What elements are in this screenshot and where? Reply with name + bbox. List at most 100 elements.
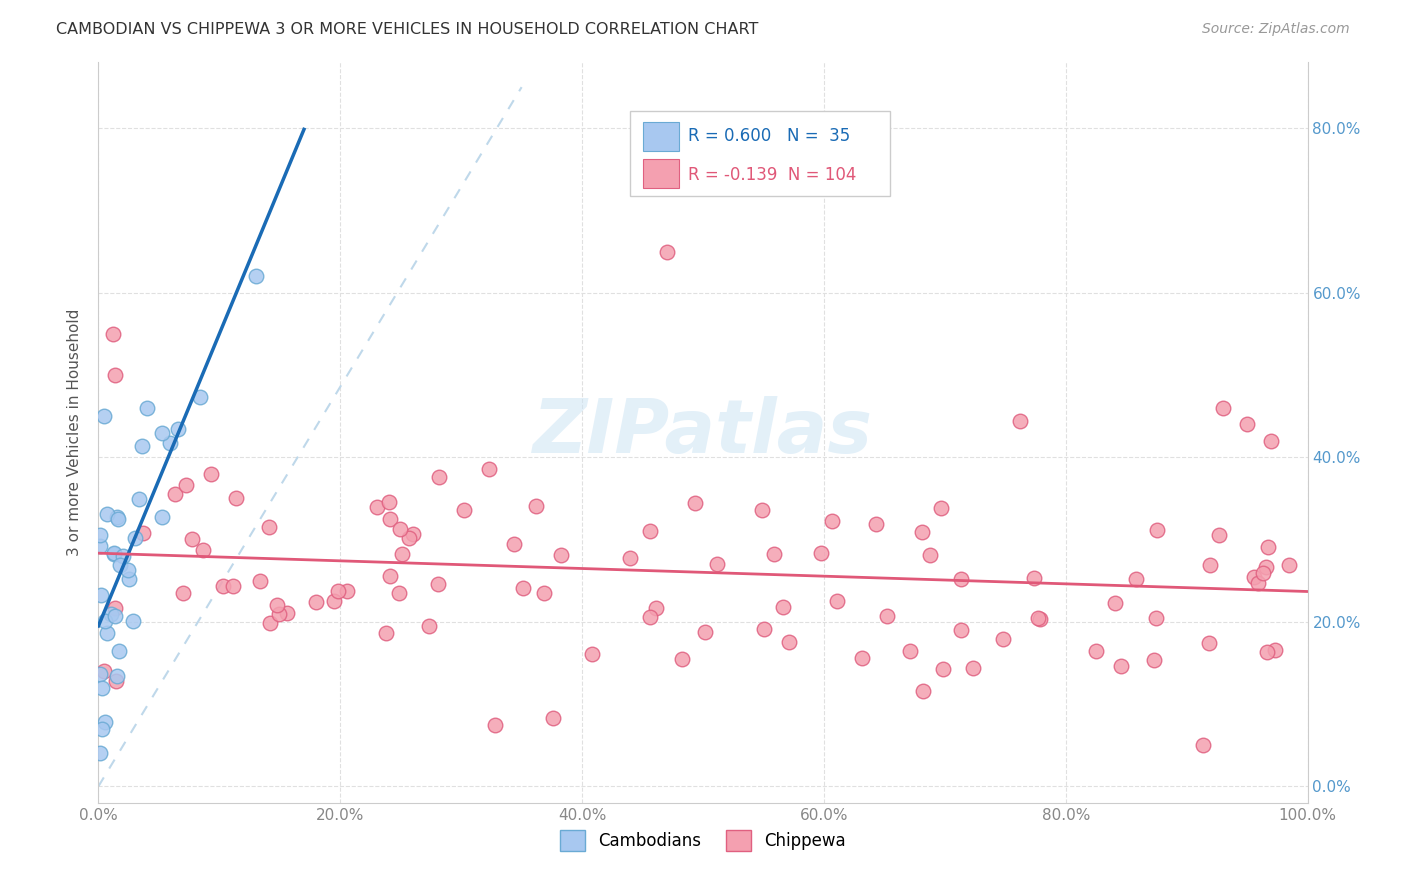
Point (512, 581, 534, 595)
Point (825, 594, 848, 608)
Point (96, 507, 118, 521)
Point (1198, 558, 1220, 573)
Point (929, 500, 952, 515)
FancyBboxPatch shape (643, 159, 679, 188)
Point (89, 747, 111, 761)
Point (950, 623, 973, 637)
Point (257, 520, 280, 534)
Point (159, 435, 181, 450)
Point (1251, 566, 1274, 581)
Point (1264, 643, 1286, 657)
Point (366, 500, 388, 514)
Point (150, 426, 173, 441)
Point (478, 462, 501, 476)
Point (502, 537, 524, 551)
Point (104, 673, 127, 688)
Point (876, 609, 898, 624)
Point (398, 531, 420, 545)
Point (267, 607, 290, 621)
Text: R = 0.600   N =  35: R = 0.600 N = 35 (689, 128, 851, 145)
Point (259, 615, 281, 630)
Point (706, 558, 728, 572)
Point (1208, 527, 1230, 541)
Point (950, 572, 973, 586)
Point (810, 546, 832, 560)
Point (380, 512, 402, 526)
Point (107, 512, 129, 526)
Point (93, 409, 115, 424)
Point (1247, 576, 1270, 591)
Point (931, 662, 953, 676)
Point (276, 607, 298, 621)
Point (105, 510, 128, 524)
Point (1278, 558, 1301, 573)
Point (96, 626, 118, 640)
Point (380, 569, 402, 583)
Point (245, 269, 267, 284)
Point (911, 683, 934, 698)
Point (1125, 572, 1147, 586)
Point (91, 681, 114, 695)
Point (683, 496, 706, 510)
Point (1257, 540, 1279, 554)
Point (163, 487, 186, 501)
Point (111, 549, 134, 564)
Point (1026, 611, 1049, 625)
Point (1192, 738, 1215, 752)
Point (1085, 644, 1108, 658)
Point (336, 584, 359, 599)
Point (89, 540, 111, 554)
Point (402, 527, 425, 541)
FancyBboxPatch shape (643, 121, 679, 152)
Point (638, 524, 661, 538)
Point (533, 586, 555, 600)
Point (181, 532, 204, 546)
Point (266, 599, 288, 613)
Point (172, 586, 194, 600)
Text: ZIPatlas: ZIPatlas (533, 396, 873, 469)
Point (865, 516, 887, 531)
Point (1104, 596, 1126, 610)
Point (128, 491, 150, 506)
Point (108, 558, 131, 572)
Point (105, 669, 128, 683)
Point (94, 714, 117, 729)
Point (821, 515, 844, 529)
Point (752, 622, 775, 636)
Point (374, 625, 396, 640)
Point (188, 390, 211, 404)
Point (103, 546, 125, 560)
Point (427, 470, 450, 484)
Point (693, 624, 716, 639)
Point (132, 525, 155, 540)
Point (1146, 523, 1168, 537)
Point (387, 585, 409, 599)
Point (1109, 659, 1132, 673)
Point (93, 664, 115, 678)
Point (1008, 414, 1031, 428)
Point (103, 547, 125, 561)
Point (200, 467, 222, 481)
Point (124, 532, 146, 546)
Point (453, 503, 475, 517)
Point (225, 491, 247, 505)
Point (644, 601, 666, 615)
Point (1236, 417, 1258, 432)
Point (962, 661, 984, 675)
Point (1260, 434, 1282, 448)
Point (108, 644, 131, 658)
Point (1029, 612, 1052, 626)
Point (524, 500, 547, 514)
Point (90, 588, 112, 602)
Point (851, 651, 873, 665)
Point (191, 543, 214, 558)
Point (484, 718, 506, 732)
Y-axis label: 3 or more Vehicles in Household: 3 or more Vehicles in Household (67, 309, 83, 557)
Point (391, 547, 413, 561)
Point (104, 601, 127, 615)
Point (91, 722, 114, 736)
Point (305, 595, 328, 609)
Point (174, 477, 197, 491)
Point (1256, 645, 1278, 659)
Point (131, 439, 153, 453)
